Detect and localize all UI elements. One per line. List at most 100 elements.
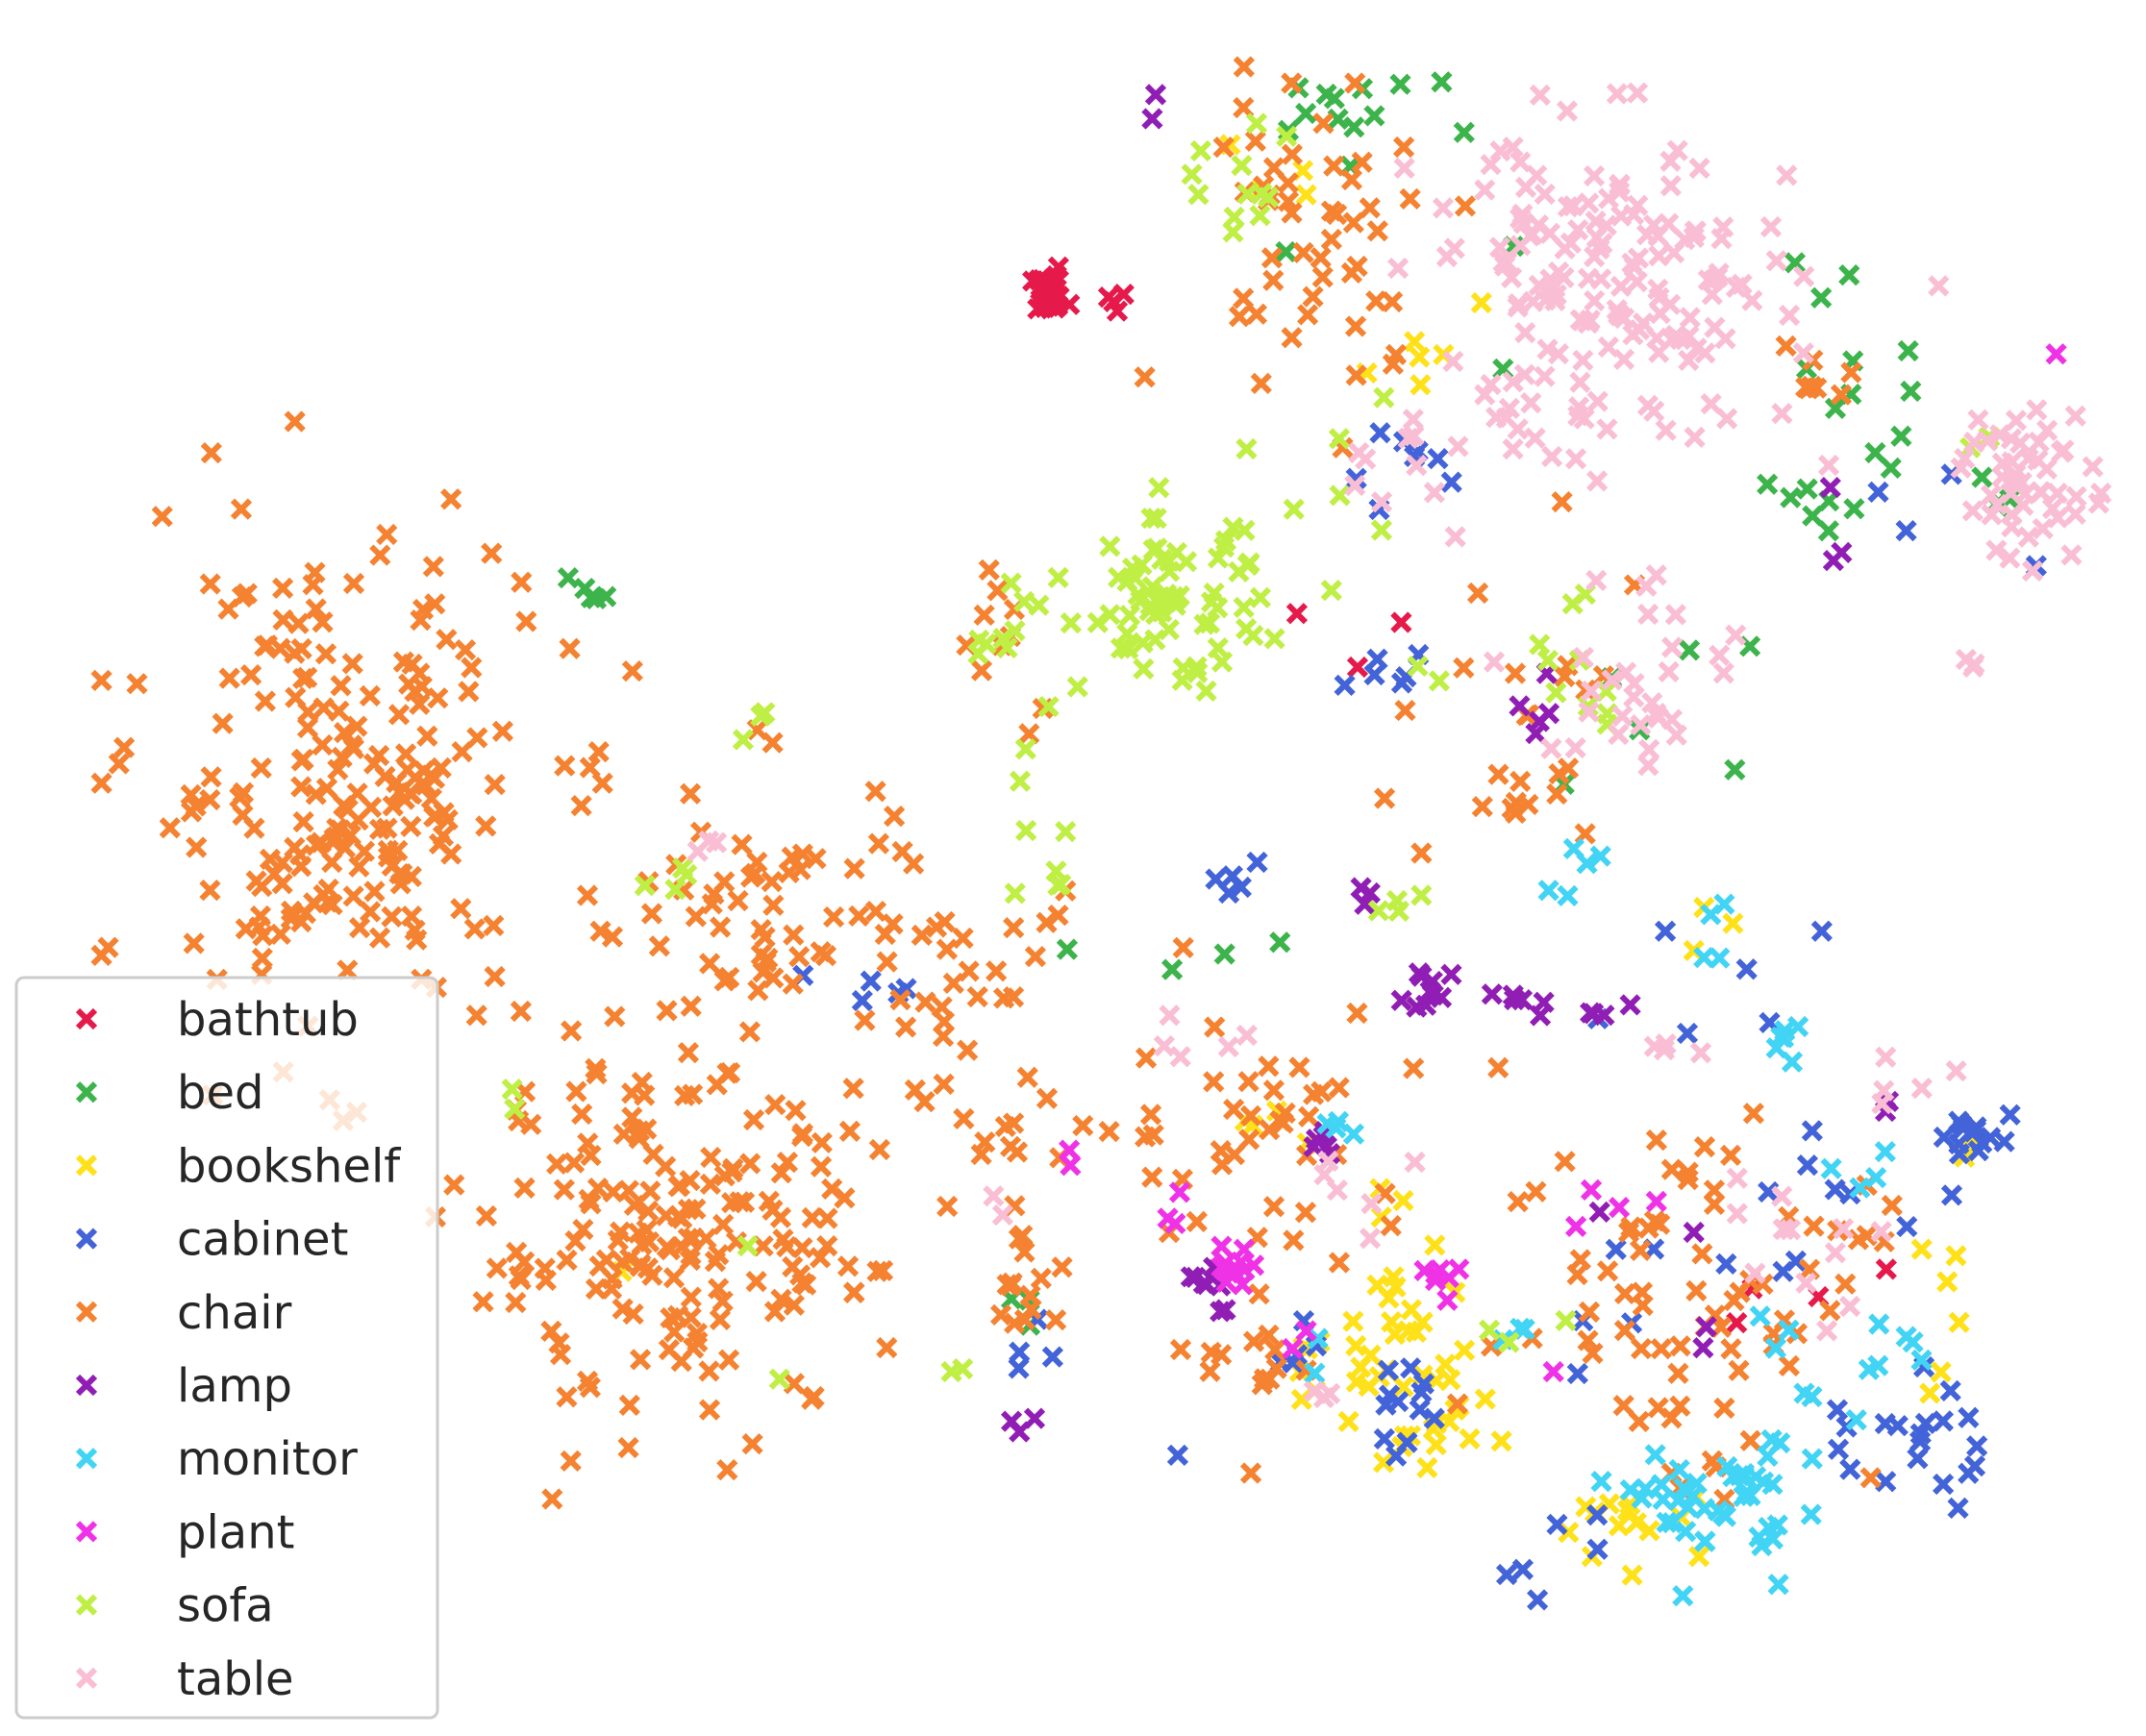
point-chair	[952, 927, 974, 950]
point-monitor	[1895, 1326, 1917, 1348]
point-bookshelf	[1910, 1238, 1933, 1260]
point-chair	[1139, 1104, 1162, 1126]
point-lamp	[1210, 1301, 1232, 1323]
point-plant	[1233, 1238, 1256, 1260]
point-chair	[1344, 72, 1366, 94]
point-bookshelf	[1470, 291, 1492, 314]
point-chair	[312, 611, 334, 633]
legend-label-cabinet: cabinet	[177, 1213, 348, 1267]
point-chair	[382, 795, 404, 817]
point-chair	[1775, 335, 1797, 358]
point-chair	[1320, 228, 1342, 251]
point-plant	[2045, 343, 2067, 365]
point-chair	[631, 1071, 653, 1094]
point-chair	[1016, 1066, 1038, 1088]
point-table	[1534, 365, 1556, 387]
point-chair	[229, 786, 251, 808]
point-chair	[686, 1323, 709, 1345]
point-table	[1833, 1218, 1855, 1240]
point-monitor	[1590, 1470, 1612, 1493]
point-chair	[185, 795, 207, 817]
point-chair	[483, 914, 505, 937]
point-chair	[659, 1239, 681, 1261]
point-chair	[1859, 1467, 1882, 1489]
point-chair	[545, 1153, 568, 1175]
point-sofa	[1117, 637, 1139, 660]
point-cabinet	[1363, 663, 1385, 686]
point-table	[1303, 1380, 1325, 1402]
point-bed	[1838, 264, 1860, 286]
point-table	[2012, 494, 2034, 516]
point-sofa	[1329, 484, 1351, 507]
point-bookshelf	[1366, 1274, 1388, 1297]
point-sofa	[1385, 889, 1409, 912]
point-chair	[648, 935, 670, 957]
point-table	[1715, 408, 1738, 430]
point-lamp	[1421, 970, 1443, 993]
point-chair	[231, 585, 254, 608]
point-sofa	[1131, 554, 1153, 576]
point-chair	[440, 843, 462, 865]
point-chair	[957, 1039, 979, 1061]
point-table	[1348, 441, 1370, 464]
point-bookshelf	[1337, 1410, 1360, 1433]
point-chair	[271, 873, 293, 895]
legend-marker-bookshelf	[75, 1154, 98, 1177]
point-table	[1725, 624, 1747, 646]
point-chair	[1446, 1393, 1469, 1415]
point-bed	[1431, 71, 1453, 93]
point-chair	[986, 580, 1009, 602]
point-chair	[1345, 364, 1367, 386]
point-lamp	[1579, 1002, 1602, 1024]
point-chair	[348, 917, 371, 939]
point-chair	[1277, 190, 1300, 212]
point-chair	[1643, 1210, 1666, 1232]
point-chair	[811, 1131, 833, 1153]
point-chair	[1669, 1335, 1691, 1357]
point-chair	[230, 498, 253, 520]
point-bookshelf	[1345, 1334, 1367, 1357]
point-chair	[709, 1308, 732, 1330]
point-cabinet	[1654, 920, 1677, 942]
point-chair	[1262, 1079, 1285, 1102]
point-chair	[810, 1155, 833, 1178]
point-cabinet	[1947, 1497, 1969, 1519]
point-cabinet	[1993, 1130, 2015, 1153]
point-chair	[762, 894, 785, 916]
point-sofa	[1187, 184, 1210, 206]
point-chair	[1250, 372, 1272, 394]
point-chair	[369, 544, 391, 566]
point-table	[1578, 192, 1600, 214]
point-chair	[577, 1132, 599, 1154]
point-chair	[680, 995, 702, 1017]
legend-marker-bathtub	[75, 1007, 98, 1030]
point-table	[1524, 427, 1546, 449]
point-chair	[680, 1286, 702, 1308]
point-table	[1875, 1046, 1897, 1068]
point-table	[991, 1203, 1014, 1227]
point-chair	[783, 924, 805, 946]
point-chair	[342, 572, 365, 595]
point-plant	[1164, 1212, 1186, 1235]
point-bed	[1389, 73, 1411, 95]
point-chair	[510, 1000, 532, 1023]
point-bookshelf	[1290, 1388, 1312, 1411]
point-table	[1612, 348, 1635, 371]
point-table	[1700, 392, 1722, 415]
point-chair	[1373, 787, 1396, 809]
point-bathtub	[1346, 656, 1369, 679]
point-sofa	[1015, 819, 1037, 842]
point-table	[1547, 343, 1569, 365]
point-sofa	[1158, 618, 1181, 641]
point-chair	[1141, 1166, 1163, 1188]
point-lamp	[1144, 84, 1167, 106]
point-table	[1664, 324, 1687, 346]
point-monitor	[1557, 884, 1579, 906]
point-chair	[1244, 130, 1266, 152]
point-sofa	[664, 879, 686, 901]
point-chair	[97, 936, 119, 958]
legend-marker-table	[75, 1667, 98, 1689]
point-sofa	[1214, 530, 1237, 552]
point-chair	[717, 1349, 740, 1371]
point-chair	[1551, 490, 1573, 513]
